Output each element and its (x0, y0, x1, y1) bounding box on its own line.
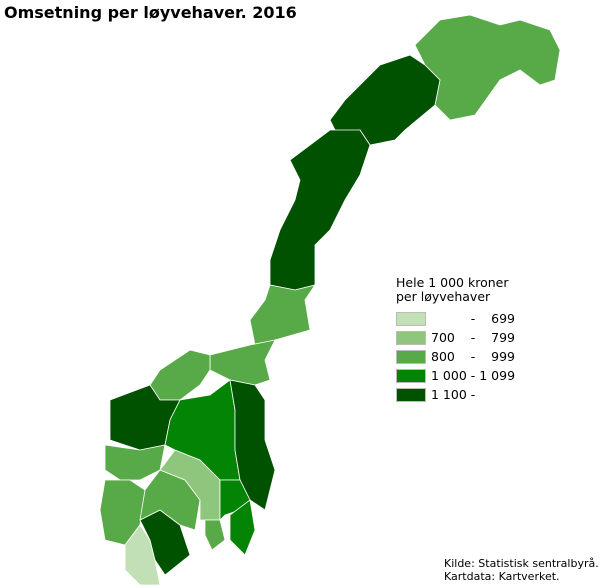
region-ostfold (229, 499, 256, 556)
legend-swatch (396, 330, 426, 345)
legend-item: 1 000 - 1 099 (396, 366, 515, 385)
region-nordland (269, 129, 371, 291)
legend-item: - 699 (396, 309, 515, 328)
legend-item: 1 100 - (396, 385, 515, 404)
legend-item: 800 - 999 (396, 347, 515, 366)
legend-label: 1 000 - 1 099 (431, 368, 516, 383)
region-hedmark (229, 379, 276, 511)
region-more-og-romsdal (149, 349, 211, 401)
map-title: Omsetning per løyvehaver. 2016 (4, 3, 297, 22)
source-line: Kilde: Statistisk sentralbyrå. (444, 557, 599, 570)
region-nord-trondelag (249, 284, 316, 346)
source-note: Kilde: Statistisk sentralbyrå. Kartdata:… (444, 557, 599, 583)
region-hordaland (104, 444, 166, 481)
legend-swatch (396, 349, 426, 364)
mapdata-line: Kartdata: Kartverket. (444, 570, 560, 583)
legend-swatch (396, 368, 426, 383)
legend-title-1: Hele 1 000 kroner (396, 275, 509, 290)
legend-title-2: per løyvehaver (396, 289, 491, 304)
legend-label: 1 100 - (431, 387, 476, 402)
region-vestfold (204, 519, 226, 551)
legend-label: 700 - 799 (431, 330, 516, 345)
region-finnmark (414, 14, 561, 121)
legend-swatch (396, 387, 426, 402)
legend-label: 800 - 999 (431, 349, 516, 364)
legend-swatch (396, 311, 426, 326)
legend-item: 700 - 799 (396, 328, 515, 347)
legend: Hele 1 000 kroner per løyvehaver - 699 70… (396, 276, 515, 404)
region-sor-trondelag (209, 339, 276, 386)
region-vest-agder (124, 524, 161, 586)
legend-label: - 699 (431, 311, 515, 326)
